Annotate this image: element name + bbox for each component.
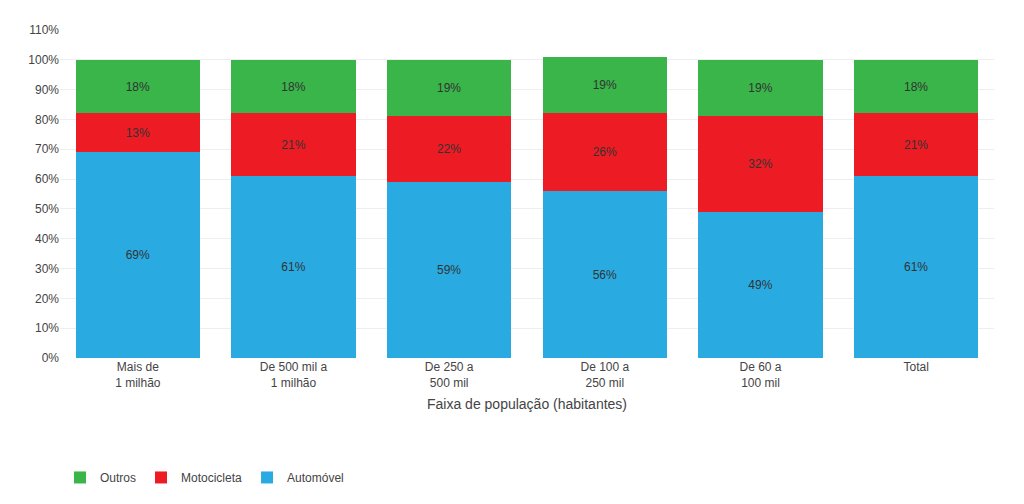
svg-text:18%: 18% bbox=[126, 80, 150, 94]
svg-text:0%: 0% bbox=[42, 351, 60, 365]
svg-text:20%: 20% bbox=[35, 292, 59, 306]
svg-text:32%: 32% bbox=[748, 157, 772, 171]
svg-text:26%: 26% bbox=[593, 145, 617, 159]
svg-text:De 100 a250 mil: De 100 a250 mil bbox=[580, 360, 629, 390]
svg-text:40%: 40% bbox=[35, 232, 59, 246]
svg-text:50%: 50% bbox=[35, 202, 59, 216]
svg-text:Faixa de população (habitantes: Faixa de população (habitantes) bbox=[427, 396, 627, 412]
svg-text:90%: 90% bbox=[35, 83, 59, 97]
svg-text:18%: 18% bbox=[904, 80, 928, 94]
svg-text:61%: 61% bbox=[281, 260, 305, 274]
svg-text:21%: 21% bbox=[281, 138, 305, 152]
svg-text:19%: 19% bbox=[593, 78, 617, 92]
svg-text:Outros: Outros bbox=[100, 471, 136, 485]
svg-text:De 60 a100 mil: De 60 a100 mil bbox=[739, 360, 781, 390]
svg-text:Mais de1 milhão: Mais de1 milhão bbox=[115, 360, 161, 390]
svg-text:61%: 61% bbox=[904, 260, 928, 274]
svg-text:18%: 18% bbox=[281, 80, 305, 94]
svg-text:De 500 mil a1 milhão: De 500 mil a1 milhão bbox=[260, 360, 328, 390]
svg-text:49%: 49% bbox=[748, 278, 772, 292]
svg-text:69%: 69% bbox=[126, 248, 150, 262]
svg-text:Motocicleta: Motocicleta bbox=[181, 471, 242, 485]
svg-text:10%: 10% bbox=[35, 321, 59, 335]
svg-text:13%: 13% bbox=[126, 126, 150, 140]
svg-text:70%: 70% bbox=[35, 142, 59, 156]
svg-text:22%: 22% bbox=[437, 142, 461, 156]
svg-text:100%: 100% bbox=[28, 53, 59, 67]
svg-text:De 250 a500 mil: De 250 a500 mil bbox=[425, 360, 474, 390]
svg-text:80%: 80% bbox=[35, 113, 59, 127]
svg-text:59%: 59% bbox=[437, 263, 461, 277]
svg-text:Automóvel: Automóvel bbox=[287, 471, 344, 485]
svg-text:21%: 21% bbox=[904, 138, 928, 152]
svg-text:110%: 110% bbox=[29, 23, 59, 37]
svg-text:56%: 56% bbox=[593, 268, 617, 282]
svg-text:60%: 60% bbox=[35, 172, 59, 186]
svg-text:Total: Total bbox=[903, 360, 928, 374]
svg-text:19%: 19% bbox=[437, 81, 461, 95]
svg-text:19%: 19% bbox=[748, 81, 772, 95]
svg-text:30%: 30% bbox=[35, 262, 59, 276]
